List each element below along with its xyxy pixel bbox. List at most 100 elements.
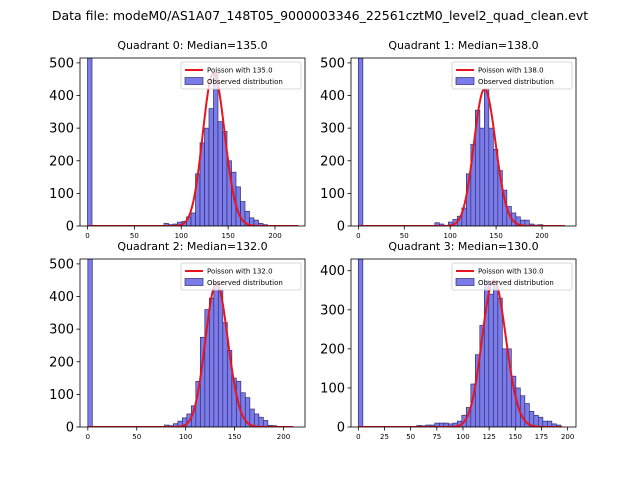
chart-quadrant-1: Quadrant 1: Median=138.00100200300400500… bbox=[320, 39, 577, 240]
y-tick-label: 0 bbox=[337, 220, 345, 235]
x-tick-label: 200 bbox=[268, 232, 281, 240]
histogram-bar bbox=[492, 280, 499, 427]
histogram-bar bbox=[258, 416, 264, 427]
legend-poisson-label: Poisson with 130.0 bbox=[478, 268, 544, 276]
legend-box bbox=[451, 61, 573, 90]
legend-bar-swatch bbox=[184, 278, 204, 286]
histogram-bar bbox=[213, 283, 219, 427]
histogram-bar bbox=[488, 293, 494, 427]
legend-poisson-label: Poisson with 135.0 bbox=[207, 67, 273, 75]
histogram-bar bbox=[222, 322, 228, 427]
histogram-bar bbox=[213, 72, 219, 226]
histogram-bar bbox=[253, 413, 260, 427]
legend-bar-swatch bbox=[455, 278, 475, 286]
x-tick-label: 100 bbox=[443, 232, 456, 240]
chart-title: Quadrant 1: Median=138.0 bbox=[388, 39, 538, 52]
legend-observed-label: Observed distribution bbox=[207, 78, 283, 86]
legend-bar-swatch bbox=[184, 77, 204, 85]
y-tick-label: 200 bbox=[49, 355, 74, 370]
y-tick-label: 300 bbox=[49, 323, 74, 338]
figure-title: Data file: modeM0/AS1A07_148T05_90000033… bbox=[52, 8, 588, 23]
x-tick-label: 50 bbox=[132, 433, 141, 441]
y-tick-label: 100 bbox=[49, 388, 74, 403]
histogram-bar bbox=[501, 348, 508, 427]
histogram-bar bbox=[533, 414, 539, 427]
x-tick-label: 0 bbox=[356, 433, 360, 441]
y-tick-label: 200 bbox=[49, 154, 74, 169]
histogram-bar bbox=[217, 289, 224, 427]
histogram-bar bbox=[240, 392, 246, 427]
x-tick-label: 100 bbox=[456, 433, 469, 441]
histogram-bar bbox=[524, 219, 530, 226]
axes-frame bbox=[79, 57, 306, 227]
x-tick-label: 50 bbox=[400, 232, 409, 240]
legend: Poisson with 138.0 Observed distribution bbox=[451, 61, 573, 90]
histogram-bar bbox=[519, 395, 526, 427]
legend: Poisson with 132.0 Observed distribution bbox=[180, 262, 302, 291]
x-tick-label: 0 bbox=[85, 232, 89, 240]
legend-observed-label: Observed distribution bbox=[207, 279, 283, 287]
legend: Poisson with 130.0 Observed distribution bbox=[451, 262, 573, 291]
legend: Poisson with 135.0 Observed distribution bbox=[180, 61, 302, 90]
histogram-bar bbox=[217, 121, 223, 226]
legend-observed-label: Observed distribution bbox=[478, 78, 554, 86]
histogram-bar bbox=[208, 108, 214, 226]
histogram-bar bbox=[357, 58, 364, 226]
legend-observed-label: Observed distribution bbox=[478, 279, 554, 287]
axes-frame bbox=[350, 57, 577, 227]
y-tick-label: 300 bbox=[320, 303, 345, 318]
poisson-curve bbox=[358, 279, 563, 427]
histogram-bar bbox=[190, 212, 196, 226]
histogram-bar bbox=[208, 297, 215, 427]
chart-title: Quadrant 2: Median=132.0 bbox=[117, 240, 267, 253]
histogram-bar bbox=[357, 259, 364, 427]
x-tick-label: 75 bbox=[432, 433, 441, 441]
x-tick-label: 50 bbox=[130, 232, 139, 240]
x-tick-label: 200 bbox=[535, 232, 548, 240]
histogram-bar bbox=[87, 58, 93, 226]
bars bbox=[357, 58, 544, 226]
chart-title: Quadrant 0: Median=135.0 bbox=[117, 39, 267, 52]
y-tick-label: 400 bbox=[320, 89, 345, 104]
histogram-bar bbox=[497, 297, 503, 427]
legend-box bbox=[451, 262, 573, 291]
y-tick-label: 0 bbox=[337, 421, 345, 436]
y-tick-label: 100 bbox=[320, 187, 345, 202]
x-tick-label: 125 bbox=[482, 433, 495, 441]
x-tick-label: 175 bbox=[535, 433, 548, 441]
histogram-bar bbox=[479, 127, 485, 226]
x-tick-label: 50 bbox=[406, 433, 415, 441]
x-tick-label: 200 bbox=[277, 433, 290, 441]
legend-box bbox=[180, 61, 302, 90]
chart-quadrant-2: Quadrant 2: Median=132.0 0 100 200 300 400 500… bbox=[49, 240, 306, 441]
y-tick-label: 500 bbox=[49, 56, 74, 71]
histogram-bar bbox=[204, 127, 210, 226]
histogram-bar bbox=[262, 420, 269, 427]
y-tick-label: 300 bbox=[320, 122, 345, 137]
chart-quadrant-3: Quadrant 3: Median=130.0 0 100 200 300 400 0 25… bbox=[320, 240, 577, 441]
histogram-bar bbox=[488, 127, 494, 226]
histogram-bar bbox=[87, 259, 93, 427]
y-tick-label: 400 bbox=[49, 290, 74, 305]
x-tick-label: 25 bbox=[380, 433, 389, 441]
y-tick-label: 500 bbox=[49, 257, 74, 272]
y-tick-label: 400 bbox=[320, 264, 345, 279]
x-tick-label: 200 bbox=[561, 433, 574, 441]
y-tick-label: 400 bbox=[49, 89, 74, 104]
legend-poisson-label: Poisson with 132.0 bbox=[207, 268, 273, 276]
axes-frame bbox=[79, 258, 306, 428]
y-tick-label: 0 bbox=[66, 220, 74, 235]
axes-frame bbox=[350, 258, 577, 428]
y-tick-label: 100 bbox=[320, 381, 345, 396]
x-tick-label: 0 bbox=[86, 433, 90, 441]
y-tick-label: 500 bbox=[320, 56, 345, 71]
histogram-bar bbox=[537, 416, 544, 427]
y-tick-label: 300 bbox=[49, 122, 74, 137]
legend-box bbox=[180, 262, 302, 291]
chart-quadrant-0: Quadrant 0: Median=135.00100200300400500… bbox=[49, 39, 306, 240]
x-tick-label: 0 bbox=[356, 232, 360, 240]
x-tick-label: 150 bbox=[228, 433, 241, 441]
x-tick-label: 100 bbox=[175, 232, 188, 240]
y-tick-label: 100 bbox=[49, 187, 74, 202]
